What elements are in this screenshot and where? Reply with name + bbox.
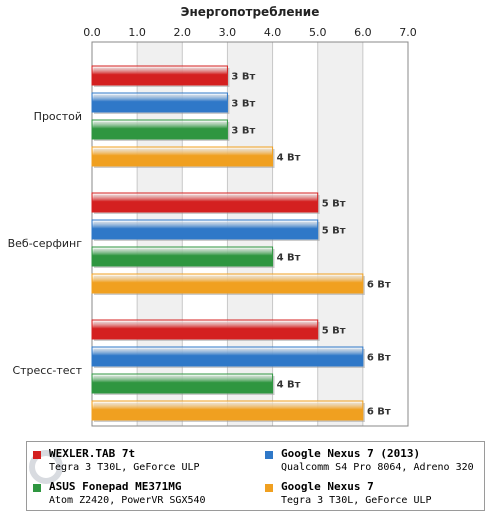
data-label: 6 Вт <box>367 353 391 364</box>
watermark-logo-icon <box>29 450 63 484</box>
bar <box>91 65 228 86</box>
legend-series-name: WEXLER.TAB 7t <box>49 447 136 460</box>
data-label: 4 Вт <box>277 253 301 264</box>
bar <box>91 219 319 240</box>
bar <box>91 400 364 421</box>
category-label: Веб-серфинг <box>8 237 83 250</box>
legend-series-desc: Atom Z2420, PowerVR SGX540 <box>49 495 206 506</box>
bar <box>91 246 274 267</box>
x-tick-label: 7.0 <box>399 26 417 39</box>
x-tick-label: 1.0 <box>128 26 146 39</box>
data-label: 6 Вт <box>367 407 391 418</box>
legend-series-name: Google Nexus 7 (2013) <box>281 447 421 460</box>
data-label: 4 Вт <box>277 380 301 391</box>
chart-title: Энергопотребление <box>180 5 320 19</box>
category-label: Простой <box>34 110 82 123</box>
legend-swatch <box>33 451 41 459</box>
bar <box>91 92 228 113</box>
category-label: Стресс-тест <box>12 364 82 377</box>
legend-swatch <box>265 451 273 459</box>
data-label: 3 Вт <box>231 72 255 83</box>
bar <box>91 319 319 340</box>
data-label: 4 Вт <box>277 153 301 164</box>
bar <box>91 273 364 294</box>
x-tick-label: 0.0 <box>83 26 101 39</box>
chart-plot: 0.0 1.0 2.0 3.0 4.0 5.0 6.0 7.0 Простой 3 Вт 3 Вт 3… <box>8 26 417 427</box>
data-label: 5 Вт <box>322 226 346 237</box>
data-label: 5 Вт <box>322 326 346 337</box>
data-label: 5 Вт <box>322 199 346 210</box>
legend-swatch <box>33 484 41 492</box>
data-label: 6 Вт <box>367 280 391 291</box>
bar <box>91 373 274 394</box>
x-tick-label: 3.0 <box>219 26 237 39</box>
x-tick-label: 2.0 <box>174 26 192 39</box>
bar <box>91 192 319 213</box>
data-label: 3 Вт <box>231 99 255 110</box>
x-tick-label: 6.0 <box>354 26 372 39</box>
legend-series-desc: Tegra 3 T30L, GeForce ULP <box>49 462 200 473</box>
chart: Энергопотребление 0.0 1.0 2.0 3.0 4.0 5.0 6.0 7… <box>8 5 417 427</box>
bar <box>91 146 274 167</box>
legend-series-desc: Tegra 3 T30L, GeForce ULP <box>281 495 432 506</box>
data-label: 3 Вт <box>231 126 255 137</box>
legend-series-desc: Qualcomm S4 Pro 8064, Adreno 320 <box>281 462 474 473</box>
bar <box>91 346 364 367</box>
legend-swatch <box>265 484 273 492</box>
x-tick-label: 4.0 <box>264 26 282 39</box>
x-tick-label: 5.0 <box>309 26 327 39</box>
legend-series-name: Google Nexus 7 <box>281 480 374 493</box>
bar <box>91 119 228 140</box>
legend: WEXLER.TAB 7t Tegra 3 T30L, GeForce ULP … <box>26 441 485 511</box>
legend-series-name: ASUS Fonepad ME371MG <box>49 480 182 493</box>
